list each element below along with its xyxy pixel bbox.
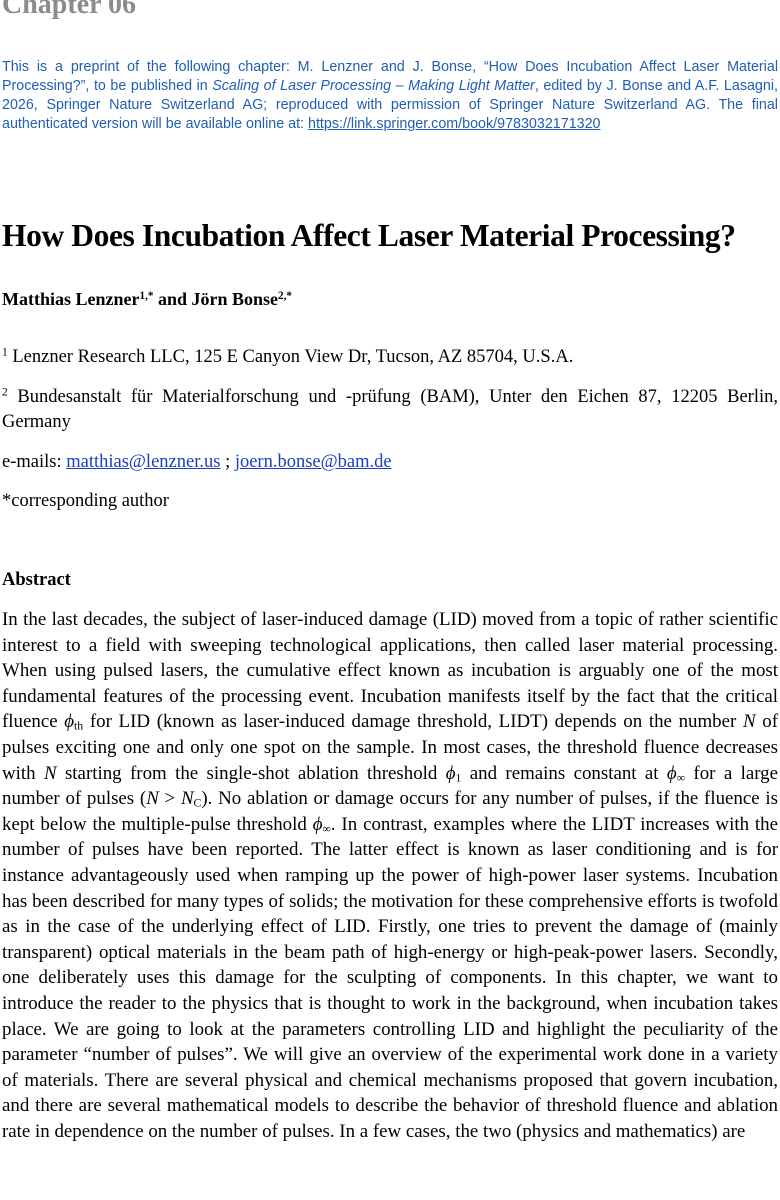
link[interactable]: https://link.springer.com/book/978303217…	[308, 116, 601, 132]
authors: Matthias Lenzner1,* and Jörn Bonse2,*	[2, 289, 292, 310]
text-run: e-mails:	[2, 452, 67, 472]
italic-text: N	[43, 762, 57, 784]
text-run: ). No ablation or damage occurs for any …	[2, 788, 778, 835]
italic-text: ϕ	[312, 813, 323, 835]
text-run: of pulses exciting one and only one spot…	[2, 711, 778, 784]
text-run: and Jörn Bonse	[153, 289, 278, 309]
italic-text: N	[146, 788, 159, 810]
text-run: In the last decades, the subject of lase…	[2, 609, 778, 733]
italic-text: ϕ	[445, 762, 456, 784]
sub-text: C	[193, 796, 202, 810]
italic-text: ϕ	[666, 762, 677, 784]
text-run: , edited by J. Bonse and A.F. Lasagni, 2…	[2, 78, 778, 132]
text-run: This is a preprint of the following chap…	[2, 59, 778, 94]
sub-text: ∞	[676, 770, 686, 784]
sub-text: th	[74, 719, 84, 733]
text-run: Matthias Lenzner	[2, 289, 140, 309]
emails: e-mails: matthias@lenzner.us ; joern.bon…	[2, 452, 392, 473]
text-run: . In contrast, examples where the LIDT i…	[2, 813, 778, 1142]
affiliation: 1 Lenzner Research LLC, 125 E Canyon Vie…	[2, 345, 778, 370]
corresponding-note: *corresponding author	[2, 491, 169, 511]
text-run: >	[158, 788, 181, 810]
text-run: for LID (known as laser-induced damage t…	[83, 711, 743, 733]
italic-text: N	[742, 711, 756, 733]
sup-text: 2	[2, 386, 8, 399]
abstract-heading: Abstract	[2, 570, 71, 590]
sup-text: 1	[2, 346, 8, 359]
text-run: and remains constant at	[461, 762, 667, 784]
text-run: starting from the single-shot ablation t…	[56, 762, 446, 784]
italic-text: Scaling of Laser Processing – Making Lig…	[212, 78, 535, 94]
abstract-body: In the last decades, the subject of lase…	[2, 607, 778, 1144]
preprint-notice: This is a preprint of the following chap…	[2, 58, 778, 134]
text-run: for a large number of pulses (	[2, 762, 778, 810]
sup-text: 1,*	[139, 289, 154, 302]
affiliation: 2 Bundesanstalt für Materialforschung un…	[2, 385, 778, 435]
chapter-label: Chapter 06	[2, 0, 137, 20]
link[interactable]: joern.bonse@bam.de	[234, 452, 392, 472]
sup-text: 2,*	[277, 289, 292, 302]
link[interactable]: matthias@lenzner.us	[66, 452, 221, 472]
sub-text: ∞	[322, 822, 331, 836]
text-run: Bundesanstalt für Materialforschung und …	[2, 387, 778, 432]
text-run: ;	[220, 452, 235, 472]
title: How Does Incubation Affect Laser Materia…	[2, 218, 736, 253]
sub-text: 1	[455, 770, 462, 784]
italic-text: N	[180, 788, 194, 810]
text-run: Lenzner Research LLC, 125 E Canyon View …	[7, 347, 574, 367]
italic-text: ϕ	[64, 711, 75, 733]
